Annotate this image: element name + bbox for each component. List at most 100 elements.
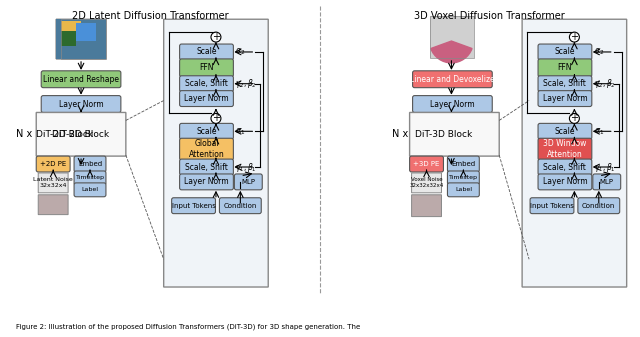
Text: Embed: Embed [451, 161, 476, 167]
FancyBboxPatch shape [180, 59, 234, 77]
FancyBboxPatch shape [538, 174, 592, 190]
FancyBboxPatch shape [538, 91, 592, 106]
Text: $\gamma_1, \beta_1$: $\gamma_1, \beta_1$ [594, 160, 616, 174]
FancyBboxPatch shape [180, 174, 234, 190]
Text: Layer Norm: Layer Norm [184, 177, 229, 186]
FancyBboxPatch shape [538, 44, 592, 60]
Text: Timestep: Timestep [449, 176, 478, 180]
FancyBboxPatch shape [38, 173, 68, 193]
FancyBboxPatch shape [164, 19, 268, 287]
Text: Input Tokens: Input Tokens [530, 203, 574, 209]
FancyBboxPatch shape [180, 138, 234, 160]
Text: $\alpha_1$: $\alpha_1$ [236, 126, 246, 136]
FancyBboxPatch shape [36, 156, 70, 172]
FancyBboxPatch shape [74, 183, 106, 197]
Text: +: + [212, 32, 220, 42]
FancyBboxPatch shape [578, 198, 620, 214]
Text: 2D Latent Diffusion Transformer: 2D Latent Diffusion Transformer [72, 11, 229, 21]
Text: N x: N x [392, 129, 408, 139]
FancyBboxPatch shape [447, 171, 479, 185]
FancyBboxPatch shape [538, 138, 592, 160]
FancyBboxPatch shape [74, 156, 106, 172]
Text: FFN: FFN [199, 63, 214, 72]
FancyBboxPatch shape [38, 195, 68, 215]
Text: $\alpha_2$: $\alpha_2$ [236, 47, 246, 57]
Text: +: + [212, 114, 220, 123]
Text: Condition: Condition [223, 203, 257, 209]
FancyBboxPatch shape [410, 113, 499, 156]
Text: Input Tokens: Input Tokens [172, 203, 216, 209]
FancyBboxPatch shape [74, 171, 106, 185]
FancyBboxPatch shape [410, 156, 444, 172]
FancyBboxPatch shape [41, 96, 121, 113]
Text: Timestep: Timestep [76, 176, 104, 180]
Text: $\gamma_1, \beta_1$: $\gamma_1, \beta_1$ [236, 160, 257, 174]
Text: Condition: Condition [582, 203, 616, 209]
Text: Scale, Shift: Scale, Shift [185, 162, 228, 172]
FancyBboxPatch shape [538, 159, 592, 175]
Bar [56, 19, 106, 59]
FancyBboxPatch shape [447, 156, 479, 172]
FancyBboxPatch shape [530, 198, 574, 214]
FancyBboxPatch shape [234, 174, 262, 190]
Circle shape [211, 32, 221, 42]
Text: Layer Norm: Layer Norm [430, 99, 475, 109]
FancyBboxPatch shape [56, 19, 106, 59]
FancyBboxPatch shape [180, 123, 234, 139]
Text: N x: N x [16, 129, 33, 139]
Bar [429, 16, 474, 58]
Text: $\alpha_1$: $\alpha_1$ [594, 126, 604, 136]
FancyBboxPatch shape [412, 173, 442, 193]
Text: DiT-3D Block: DiT-3D Block [415, 130, 472, 139]
Text: DiT-2D Block: DiT-2D Block [36, 130, 93, 139]
Text: Embed: Embed [78, 161, 102, 167]
Text: Label: Label [81, 187, 99, 192]
Text: Global
Attention: Global Attention [189, 140, 225, 159]
Text: +2D PE: +2D PE [40, 161, 67, 167]
FancyBboxPatch shape [538, 59, 592, 77]
Text: +3D PE: +3D PE [413, 161, 440, 167]
Bar [429, 16, 474, 58]
Circle shape [570, 32, 579, 42]
Text: Layer Norm: Layer Norm [543, 177, 588, 186]
Text: Layer Norm: Layer Norm [59, 99, 103, 109]
Text: $\gamma_2, \beta_2$: $\gamma_2, \beta_2$ [594, 77, 616, 90]
FancyBboxPatch shape [180, 44, 234, 60]
Text: $\alpha_2$: $\alpha_2$ [594, 47, 605, 57]
FancyBboxPatch shape [522, 19, 627, 287]
Text: FFN: FFN [557, 63, 572, 72]
Bar [61, 31, 76, 46]
Text: Scale, Shift: Scale, Shift [543, 162, 586, 172]
FancyBboxPatch shape [538, 76, 592, 92]
Text: 3D Window
Attention: 3D Window Attention [543, 140, 587, 159]
Bar [61, 21, 81, 41]
Circle shape [211, 114, 221, 123]
Text: Scale: Scale [196, 127, 217, 136]
Text: MLP: MLP [600, 179, 614, 185]
FancyBboxPatch shape [413, 71, 492, 88]
Text: Linear and Devoxelize: Linear and Devoxelize [410, 75, 495, 84]
Text: Latent Noise
32x32x4: Latent Noise 32x32x4 [33, 178, 73, 188]
FancyBboxPatch shape [180, 91, 234, 106]
Text: +: + [570, 114, 579, 123]
FancyBboxPatch shape [413, 96, 492, 113]
Text: Scale: Scale [196, 48, 217, 57]
Text: Layer Norm: Layer Norm [543, 94, 588, 103]
Text: $\gamma_2, \beta_2$: $\gamma_2, \beta_2$ [236, 77, 257, 90]
Text: Linear and Reshape: Linear and Reshape [43, 75, 119, 84]
Text: DiT-2D Block: DiT-2D Block [52, 130, 109, 139]
FancyBboxPatch shape [220, 198, 261, 214]
Text: Layer Norm: Layer Norm [184, 94, 229, 103]
FancyBboxPatch shape [180, 159, 234, 175]
Text: Scale: Scale [555, 127, 575, 136]
Wedge shape [431, 41, 472, 63]
FancyBboxPatch shape [538, 123, 592, 139]
Text: Scale: Scale [555, 48, 575, 57]
Bar [76, 23, 96, 41]
Text: Scale, Shift: Scale, Shift [543, 79, 586, 88]
Text: Voxel Noise
32x32x32x4: Voxel Noise 32x32x32x4 [410, 178, 444, 188]
FancyBboxPatch shape [172, 198, 216, 214]
Text: +: + [570, 32, 579, 42]
Text: Figure 2: Illustration of the proposed Diffusion Transformers (DiT-3D) for 3D sh: Figure 2: Illustration of the proposed D… [17, 324, 360, 330]
Text: Scale, Shift: Scale, Shift [185, 79, 228, 88]
